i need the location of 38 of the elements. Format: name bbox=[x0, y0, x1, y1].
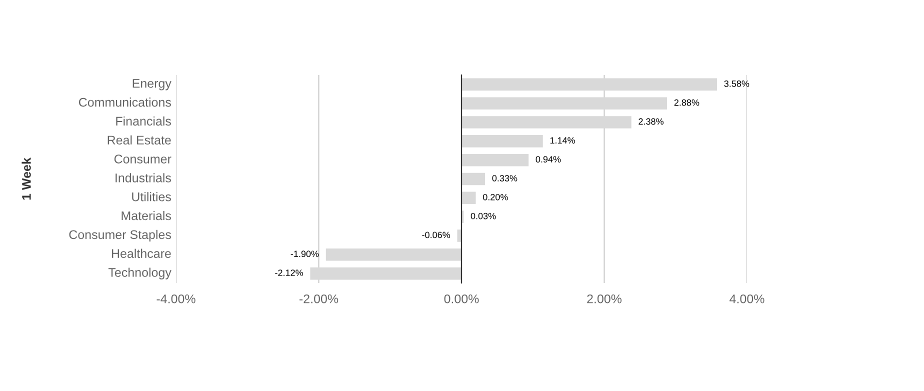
data-label: 2.88% bbox=[674, 99, 700, 106]
bar bbox=[310, 267, 462, 280]
y-tick-label: Industrials bbox=[116, 173, 171, 182]
data-label: 2.38% bbox=[638, 118, 664, 125]
data-label: 0.20% bbox=[482, 194, 508, 200]
data-label: 0.94% bbox=[536, 156, 561, 163]
data-label: -1.90% bbox=[290, 250, 319, 258]
x-tick-label: 4.00% bbox=[730, 294, 764, 304]
x-tick-label: 0.00% bbox=[444, 294, 479, 304]
y-tick-label: Energy bbox=[132, 79, 172, 90]
y-tick-label: Technology bbox=[108, 268, 172, 280]
x-tick-label: -4.00% bbox=[156, 294, 196, 304]
y-tick-label: Communications bbox=[78, 98, 171, 107]
bar bbox=[462, 116, 632, 128]
bar bbox=[462, 192, 476, 204]
data-label: 1.14% bbox=[550, 137, 575, 144]
data-label: -0.06% bbox=[422, 232, 450, 238]
y-axis-title: 1 Week bbox=[22, 158, 31, 200]
y-tick-label: Utilities bbox=[132, 192, 171, 202]
data-label: 0.03% bbox=[470, 212, 496, 220]
bar bbox=[462, 97, 668, 110]
y-tick-label: Real Estate bbox=[108, 135, 171, 145]
data-label: 0.33% bbox=[492, 175, 518, 182]
bar bbox=[462, 154, 529, 166]
data-label: -2.12% bbox=[275, 270, 304, 276]
y-tick-label: Consumer bbox=[114, 154, 172, 164]
bar bbox=[462, 78, 718, 91]
bar bbox=[462, 135, 543, 148]
x-tick-label: -2.00% bbox=[300, 294, 338, 304]
x-tick-label: 2.00% bbox=[587, 294, 622, 304]
bar bbox=[326, 248, 462, 261]
data-label: 3.58% bbox=[724, 80, 750, 87]
y-tick-label: Materials bbox=[122, 210, 171, 220]
y-tick-label: Consumer Staples bbox=[69, 230, 171, 242]
y-tick-label: Healthcare bbox=[112, 248, 171, 258]
bar bbox=[462, 172, 486, 186]
y-tick-label: Financials bbox=[116, 116, 171, 126]
bar bbox=[457, 230, 462, 242]
